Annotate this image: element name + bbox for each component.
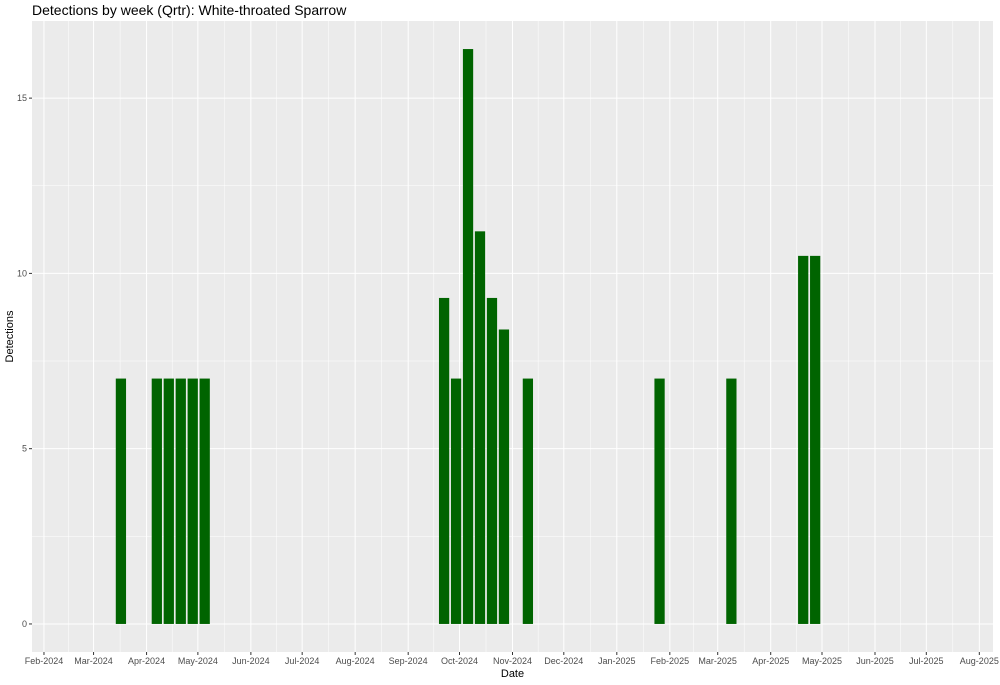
x-tick-label: May-2024: [178, 656, 218, 666]
bar: [522, 378, 534, 624]
bar: [486, 297, 498, 624]
x-tick-label: Aug-2025: [960, 656, 999, 666]
bar: [438, 297, 450, 624]
chart-title: Detections by week (Qrtr): White-throate…: [32, 2, 347, 18]
x-tick-label: Mar-2025: [698, 656, 737, 666]
x-tick-label: Jan-2025: [598, 656, 636, 666]
bar: [810, 255, 821, 624]
x-tick-label: Sep-2024: [389, 656, 428, 666]
bar: [175, 378, 186, 624]
x-tick-label: Aug-2024: [336, 656, 375, 666]
x-tick-label: Jun-2024: [232, 656, 270, 666]
x-tick-label: Nov-2024: [493, 656, 532, 666]
y-tick-label: 10: [17, 268, 27, 278]
y-axis-title: Detections: [4, 310, 16, 362]
x-tick-label: Apr-2025: [752, 656, 789, 666]
x-axis-title: Date: [501, 668, 524, 680]
bar: [187, 378, 198, 624]
x-tick-label: May-2025: [802, 656, 842, 666]
x-tick-label: Dec-2024: [544, 656, 583, 666]
x-tick-label: Oct-2024: [441, 656, 478, 666]
y-tick-label: 15: [17, 93, 27, 103]
x-axis: Feb-2024 Mar-2024 Apr-2024 May-2024 Jun-2024…: [25, 652, 999, 666]
bar: [798, 255, 809, 624]
x-tick-label: Apr-2024: [128, 656, 165, 666]
bar: [474, 231, 486, 624]
bar: [115, 378, 127, 624]
x-tick-label: Mar-2024: [74, 656, 113, 666]
x-tick-label: Feb-2024: [25, 656, 64, 666]
x-tick-label: Jul-2025: [909, 656, 944, 666]
bar: [450, 378, 462, 624]
x-tick-label: Jul-2024: [285, 656, 320, 666]
bars: [115, 49, 821, 624]
x-tick-label: Jun-2025: [856, 656, 894, 666]
y-tick-label: 0: [22, 619, 27, 629]
y-tick-label: 5: [22, 444, 27, 454]
y-axis: 0 5 10 15: [17, 93, 32, 629]
bar: [151, 378, 162, 624]
bar: [163, 378, 174, 624]
x-tick-label: Feb-2025: [651, 656, 690, 666]
bar: [199, 378, 210, 624]
bar: [498, 329, 510, 624]
bar: [654, 378, 665, 624]
bar: [462, 49, 474, 624]
bar: [726, 378, 737, 624]
